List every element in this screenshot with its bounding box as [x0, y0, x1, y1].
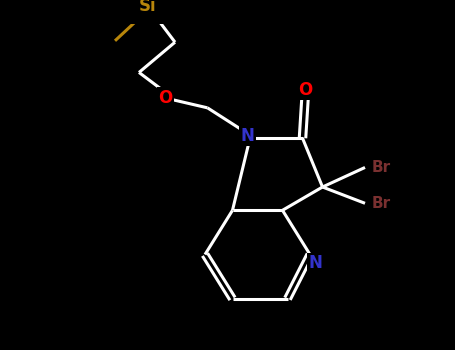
Text: N: N: [241, 127, 254, 145]
Text: Br: Br: [371, 196, 390, 211]
Text: N: N: [308, 254, 322, 272]
Text: Si: Si: [139, 0, 157, 15]
Text: O: O: [298, 81, 312, 99]
Text: Br: Br: [371, 160, 390, 175]
Text: O: O: [158, 89, 172, 107]
